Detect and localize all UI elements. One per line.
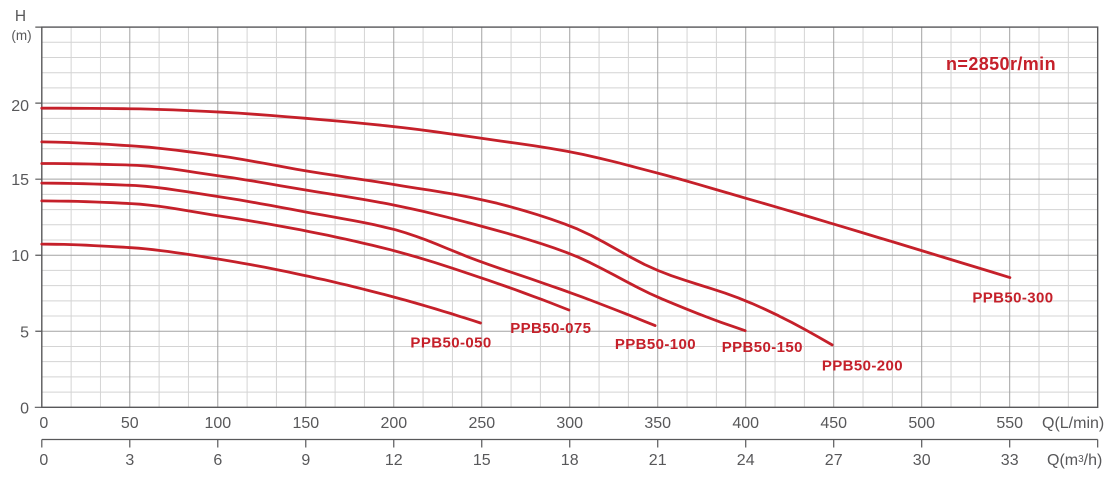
svg-text:PPB50-050: PPB50-050 [410,335,491,352]
svg-text:6: 6 [213,452,222,469]
svg-text:27: 27 [825,452,843,469]
svg-text:300: 300 [556,415,583,432]
svg-text:12: 12 [385,452,403,469]
svg-text:15: 15 [473,452,491,469]
svg-text:150: 150 [292,415,319,432]
svg-text:PPB50-200: PPB50-200 [822,358,903,375]
svg-text:PPB50-300: PPB50-300 [972,289,1053,306]
svg-text:0: 0 [39,415,48,432]
svg-text:3: 3 [125,452,134,469]
svg-text:15: 15 [11,172,29,189]
svg-text:PPB50-150: PPB50-150 [722,339,803,356]
svg-text:21: 21 [649,452,667,469]
svg-text:n=2850r/min: n=2850r/min [946,54,1056,74]
svg-text:24: 24 [737,452,755,469]
svg-text:0: 0 [39,452,48,469]
svg-text:(m): (m) [11,28,31,43]
svg-text:Q(m3/h): Q(m3/h) [1047,452,1102,469]
svg-text:200: 200 [380,415,407,432]
svg-text:33: 33 [1001,452,1019,469]
svg-text:50: 50 [121,415,139,432]
svg-text:100: 100 [204,415,231,432]
svg-text:500: 500 [908,415,935,432]
svg-text:400: 400 [732,415,759,432]
svg-text:PPB50-100: PPB50-100 [615,336,696,353]
svg-text:20: 20 [11,98,29,115]
svg-text:350: 350 [644,415,671,432]
svg-text:250: 250 [468,415,495,432]
svg-text:Q(L/min): Q(L/min) [1042,415,1104,432]
svg-text:10: 10 [11,248,29,265]
svg-text:0: 0 [20,400,29,417]
svg-text:H: H [15,8,26,25]
svg-text:18: 18 [561,452,579,469]
svg-text:5: 5 [20,324,29,341]
svg-text:30: 30 [913,452,931,469]
svg-text:PPB50-075: PPB50-075 [510,320,591,337]
svg-text:9: 9 [301,452,310,469]
svg-text:450: 450 [820,415,847,432]
svg-text:550: 550 [996,415,1023,432]
